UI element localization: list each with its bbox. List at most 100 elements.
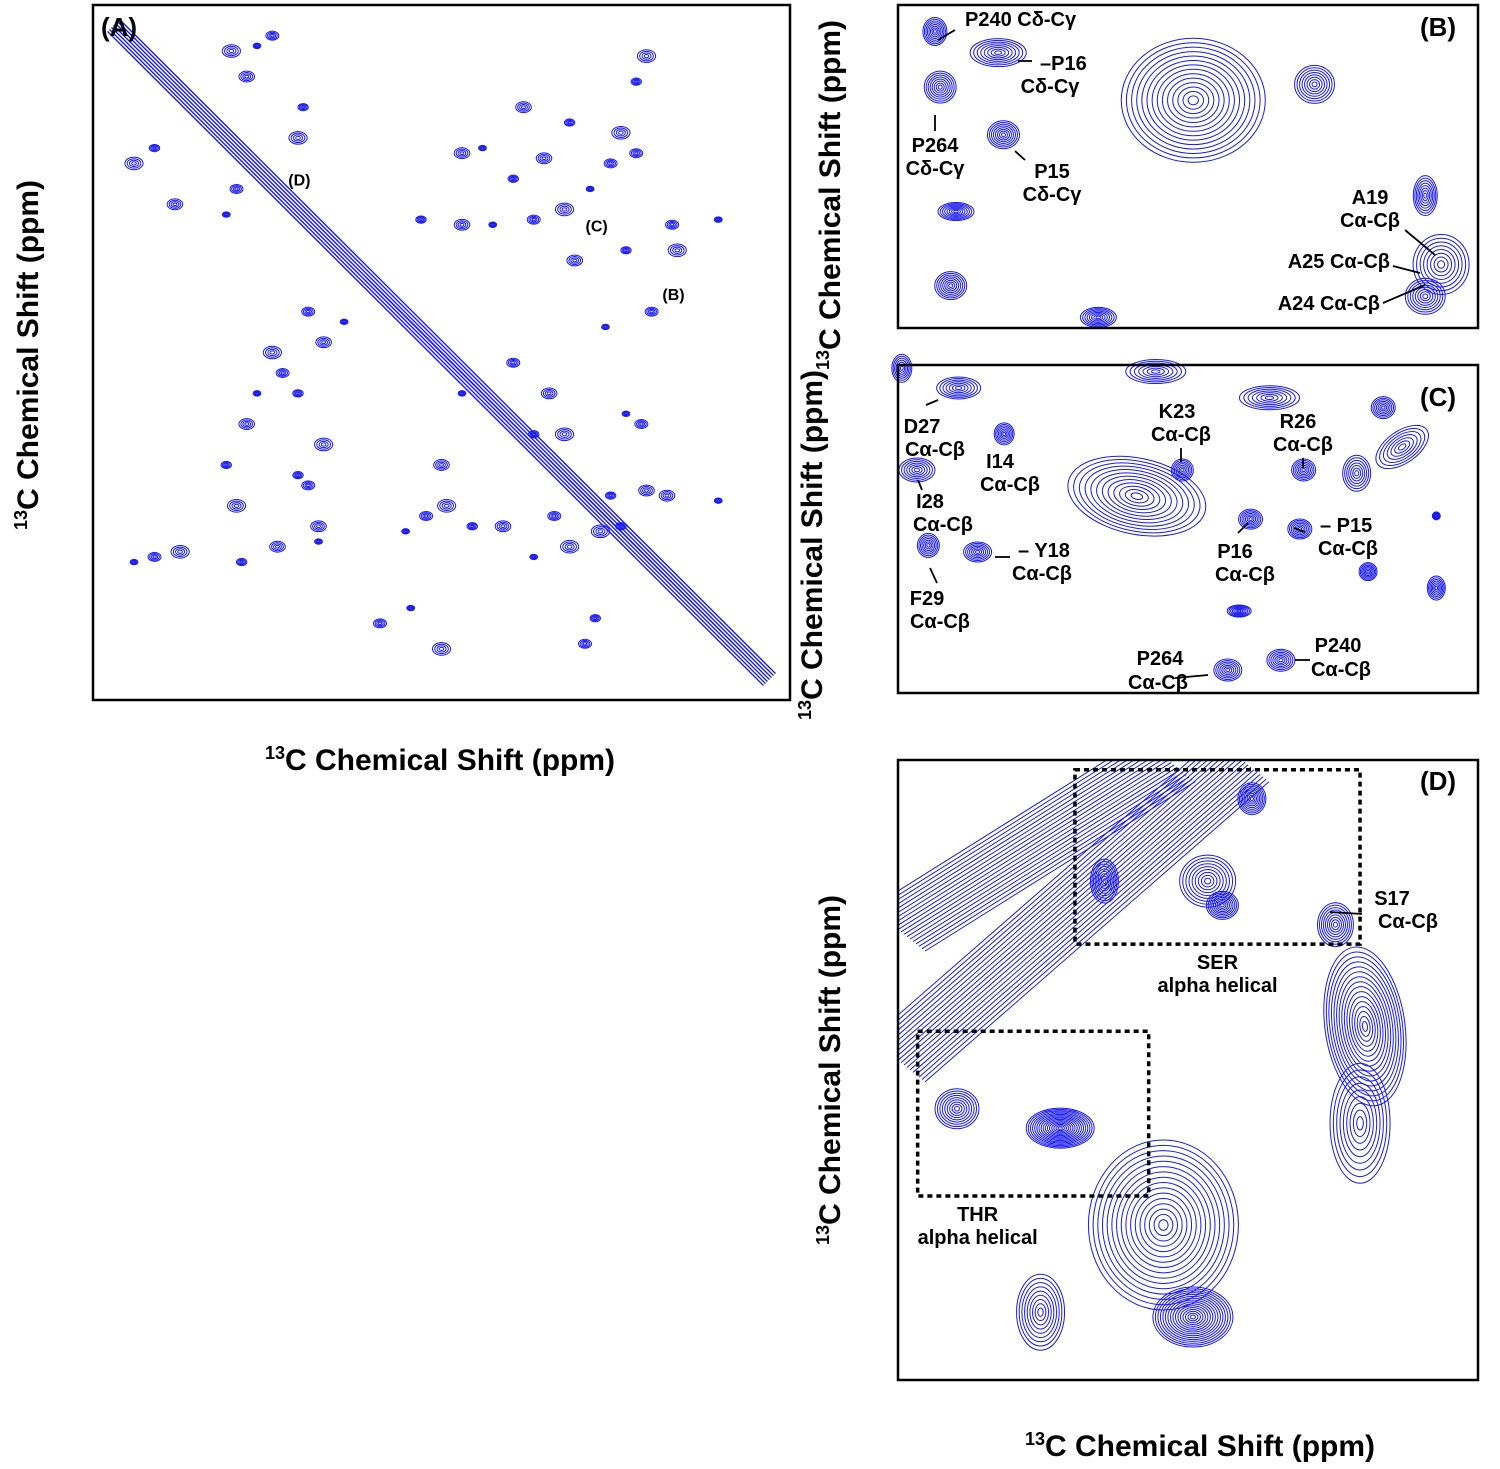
cross-peak-level: [923, 539, 934, 552]
cross-peak-level: [1151, 64, 1235, 137]
cross-peak-level: [969, 545, 987, 559]
cross-peak-level: [636, 49, 657, 63]
diagonal-ridge: [898, 760, 1149, 918]
cross-peak-level: [506, 357, 521, 368]
cross-peak-level: [317, 540, 320, 543]
cross-peak-level: [1096, 868, 1113, 894]
diagonal-ridge: [109, 28, 766, 685]
cross-peak-level: [1172, 1301, 1214, 1333]
cross-peak-level: [290, 132, 306, 144]
cross-peak: [1179, 854, 1237, 908]
cross-peak: [554, 202, 575, 217]
cross-peak-level: [955, 385, 963, 391]
cross-peak-level: [275, 367, 290, 378]
cross-peak-level: [521, 105, 526, 110]
diagonal-ridge: [898, 760, 1220, 1041]
cross-peak-level: [507, 358, 519, 367]
cross-peak-level: [934, 1088, 980, 1130]
cross-peak-level: [926, 22, 943, 41]
cross-peak-level: [923, 18, 946, 45]
cross-peak-level: [406, 604, 416, 612]
cross-peak-level: [570, 257, 580, 264]
cross-peak-level: [300, 104, 307, 110]
cross-peak-level: [301, 306, 316, 317]
cross-peak: [1287, 518, 1313, 540]
cross-peak-level: [996, 425, 1012, 443]
cross-peak-level: [1042, 1117, 1078, 1139]
cross-peak: [453, 147, 471, 160]
cross-peak-level: [899, 365, 904, 371]
diagonal-ridge: [898, 760, 1129, 905]
cross-peak-level: [622, 247, 630, 253]
cross-peak-level: [1153, 1213, 1174, 1237]
cross-peak-level: [1332, 921, 1338, 928]
cross-peak-level: [1426, 575, 1446, 601]
cross-peak: [292, 389, 304, 398]
cross-peak-level: [240, 71, 254, 82]
cross-peak: [478, 144, 487, 152]
cross-peak: [665, 219, 680, 230]
cross-peak-level: [1245, 791, 1259, 807]
cross-peak-level: [939, 1092, 975, 1125]
cross-peak: [1316, 902, 1354, 948]
cross-peak-level: [419, 511, 434, 522]
cross-peak-level: [646, 307, 657, 316]
cross-peak-level: [152, 146, 157, 150]
panel-c-y-axis-label-text: C Chemical Shift (ppm): [796, 370, 829, 700]
cross-peak-level: [1125, 1182, 1202, 1268]
cross-peak-level: [1119, 485, 1155, 507]
panel-b-y-axis-label-text: C Chemical Shift (ppm): [814, 20, 847, 350]
cross-peak-level: [990, 123, 1016, 146]
cross-peak-level: [637, 421, 646, 427]
cross-peak: [147, 551, 162, 562]
cross-peak-level: [976, 41, 1020, 64]
cross-peak-level: [530, 431, 537, 437]
cross-peak-level: [1180, 467, 1185, 473]
cross-peak-level: [224, 45, 239, 57]
panel-b-label: (B): [1420, 12, 1456, 42]
cross-peak-level: [1301, 72, 1328, 97]
cross-peak-level: [166, 198, 184, 211]
cross-peak-level: [631, 78, 641, 85]
cross-peak: [1266, 648, 1296, 672]
cross-peak-level: [1350, 465, 1364, 482]
peak-annotation: I14: [986, 451, 1015, 473]
cross-peak-level: [552, 514, 557, 518]
cross-peak-level: [233, 503, 240, 508]
cross-peak-level: [660, 491, 674, 501]
cross-peak-level: [530, 216, 538, 223]
cross-peak-level: [639, 422, 644, 426]
cross-peak-level: [1209, 893, 1236, 917]
cross-peak-level: [1354, 470, 1360, 477]
cross-peak: [916, 532, 940, 558]
cross-peak-level: [1024, 1286, 1058, 1339]
cross-peak-level: [315, 539, 322, 545]
peak-annotation: Cα-Cβ: [1273, 434, 1333, 456]
cross-peak-level: [1100, 875, 1109, 887]
cross-peak: [936, 376, 982, 400]
cross-peak: [431, 642, 452, 656]
cross-peak-level: [254, 391, 260, 396]
cross-peak: [124, 156, 144, 171]
cross-peak-level: [531, 432, 536, 436]
cross-peak-level: [603, 158, 618, 169]
cross-peak-level: [1419, 291, 1431, 302]
cross-peak-level: [1311, 81, 1318, 88]
panel-a-zoom-regions: (B) (C) (D): [288, 172, 684, 303]
cross-peak: [601, 323, 610, 331]
cross-peak-level: [944, 279, 958, 292]
cross-peak: [406, 604, 416, 612]
cross-peak: [658, 489, 676, 502]
cross-peak-level: [253, 390, 261, 396]
cross-peak-level: [1049, 1121, 1072, 1135]
cross-peak-level: [1256, 392, 1283, 404]
cross-peak-level: [1177, 1305, 1209, 1329]
cross-peak-level: [983, 45, 1013, 61]
cross-peak-level: [568, 255, 582, 266]
cross-peak-level: [1032, 1111, 1089, 1145]
cross-peak-level: [149, 553, 160, 561]
cross-peak-level: [509, 359, 517, 366]
cross-peak-level: [1228, 605, 1250, 617]
cross-peak-level: [529, 553, 539, 561]
